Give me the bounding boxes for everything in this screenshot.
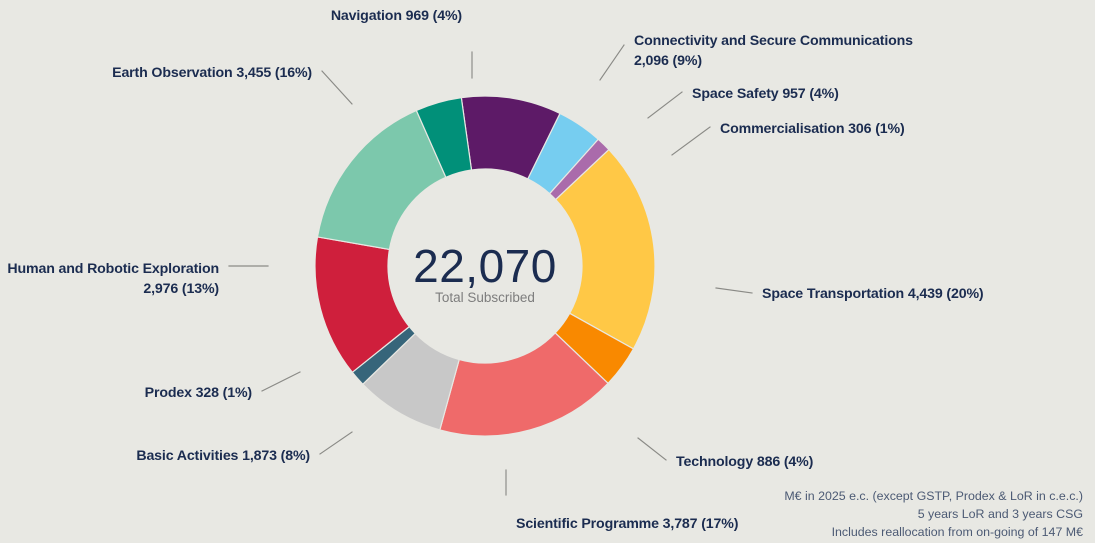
leader-line	[671, 126, 711, 156]
slice-label[interactable]: Human and Robotic Exploration 2,976 (13%)	[7, 261, 219, 297]
leader-line	[637, 437, 667, 461]
leader-line	[715, 287, 753, 294]
slice-label-line: Technology 886 (4%)	[676, 454, 814, 470]
slice-label-line: Space Safety 957 (4%)	[692, 86, 839, 102]
slice-label[interactable]: Space Safety 957 (4%)	[692, 86, 839, 102]
leader-line	[647, 91, 683, 119]
slice-label[interactable]: Basic Activities 1,873 (8%)	[136, 448, 310, 464]
slice-label-line: Connectivity and Secure Communications	[634, 33, 913, 49]
leader-line	[319, 431, 353, 455]
slice-label[interactable]: Space Transportation 4,439 (20%)	[762, 286, 984, 302]
slice-label[interactable]: Navigation 969 (4%)	[331, 8, 463, 24]
slice-label[interactable]: Scientific Programme 3,787 (17%)	[516, 516, 739, 532]
slice-label[interactable]: Connectivity and Secure Communications 2,…	[634, 33, 913, 69]
slice-label-line: 2,096 (9%)	[634, 53, 702, 69]
leader-line	[261, 371, 301, 392]
slice-label-line: Basic Activities 1,873 (8%)	[136, 448, 310, 464]
slice-labels-group: Connectivity and Secure Communications 2,…	[7, 8, 984, 532]
leader-line	[321, 70, 353, 105]
center-total-caption: Total Subscribed	[435, 290, 535, 305]
slice-label-line: Scientific Programme 3,787 (17%)	[516, 516, 739, 532]
leader-lines-group	[228, 44, 753, 496]
slice-label[interactable]: Earth Observation 3,455 (16%)	[112, 65, 312, 81]
center-total-value: 22,070	[413, 240, 557, 292]
footnote-line: M€ in 2025 e.c. (except GSTP, Prodex & L…	[784, 489, 1083, 503]
footnote-line: Includes reallocation from on-going of 1…	[832, 525, 1084, 539]
footnotes-group: M€ in 2025 e.c. (except GSTP, Prodex & L…	[784, 489, 1083, 539]
leader-line	[599, 44, 625, 81]
slice-label[interactable]: Commercialisation 306 (1%)	[720, 121, 905, 137]
donut-slices-group	[314, 95, 656, 437]
slice-label[interactable]: Technology 886 (4%)	[676, 454, 814, 470]
slice-label-line: Navigation 969 (4%)	[331, 8, 463, 24]
slice-label-line: Human and Robotic Exploration	[7, 261, 219, 277]
slice-label-line: Space Transportation 4,439 (20%)	[762, 286, 984, 302]
footnote-line: 5 years LoR and 3 years CSG	[918, 507, 1083, 521]
donut-center-hole	[388, 169, 582, 363]
slice-label-line: 2,976 (13%)	[143, 281, 219, 297]
slice-label[interactable]: Prodex 328 (1%)	[145, 385, 253, 401]
slice-label-line: Prodex 328 (1%)	[145, 385, 253, 401]
slice-label-line: Commercialisation 306 (1%)	[720, 121, 905, 137]
slice-label-line: Earth Observation 3,455 (16%)	[112, 65, 312, 81]
